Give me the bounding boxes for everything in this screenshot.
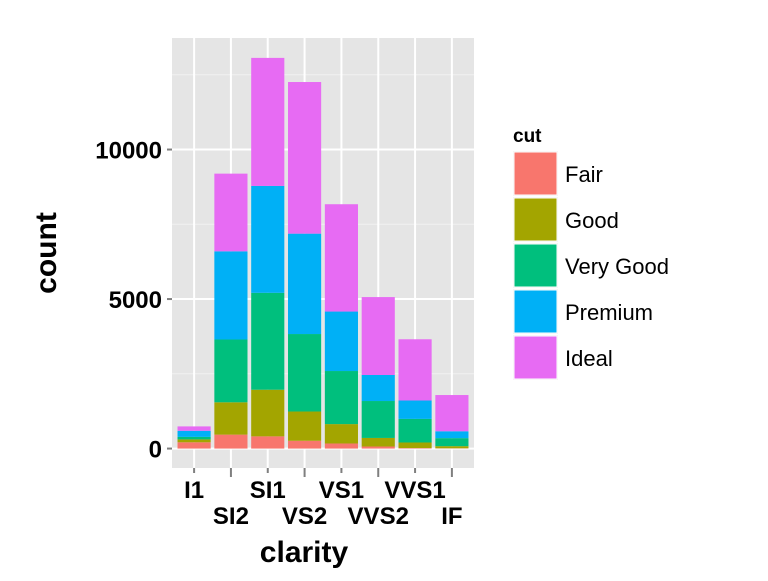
y-tick-label: 5000 xyxy=(109,287,162,314)
bar-VVS1-premium xyxy=(399,400,432,418)
bar-VVS2-premium xyxy=(362,375,395,401)
bar-VS1-fair xyxy=(325,443,358,448)
bar-IF-ideal xyxy=(435,395,468,431)
bar-VS2-ideal xyxy=(288,82,321,234)
bar-VVS2-very-good xyxy=(362,401,395,438)
bar-IF-very-good xyxy=(435,438,468,446)
legend-swatch-fair xyxy=(514,152,557,195)
bar-IF-good xyxy=(435,446,468,448)
x-axis-title: clarity xyxy=(260,536,349,569)
bar-VS2-premium xyxy=(288,234,321,334)
bar-SI2-fair xyxy=(214,435,247,449)
x-tick-label: VS1 xyxy=(319,477,364,504)
legend-swatch-very-good xyxy=(514,244,557,287)
legend-label: Very Good xyxy=(565,254,669,279)
y-tick-label: 10000 xyxy=(95,138,162,165)
legend-title: cut xyxy=(513,126,542,147)
bar-VVS2-good xyxy=(362,438,395,447)
bar-VVS1-fair xyxy=(399,448,432,449)
bar-SI1-fair xyxy=(251,436,284,448)
bar-SI1-ideal xyxy=(251,58,284,186)
bar-SI1-very-good xyxy=(251,293,284,390)
bar-I1-fair xyxy=(178,442,211,448)
bar-VVS1-good xyxy=(399,442,432,448)
bar-I1-good xyxy=(178,439,211,442)
legend-label: Premium xyxy=(565,300,653,325)
y-tick-label: 0 xyxy=(149,437,162,464)
legend-swatch-ideal xyxy=(514,336,557,379)
bar-SI1-good xyxy=(251,390,284,437)
bar-IF-premium xyxy=(435,431,468,438)
x-tick-label: VVS1 xyxy=(384,477,445,504)
x-tick-label: IF xyxy=(441,503,462,530)
bar-I1-premium xyxy=(178,431,211,437)
bar-SI2-ideal xyxy=(214,174,247,252)
legend-swatch-good xyxy=(514,198,557,241)
bar-VS2-fair xyxy=(288,441,321,449)
legend: cut Fair Good Very Good Premium Ideal xyxy=(513,126,669,380)
bar-VVS2-fair xyxy=(362,447,395,449)
y-axis: 0 5000 10000 xyxy=(95,138,172,464)
bar-VS2-very-good xyxy=(288,334,321,411)
bar-VS1-ideal xyxy=(325,204,358,311)
bar-I1-very-good xyxy=(178,437,211,440)
legend-swatch-premium xyxy=(514,290,557,333)
bar-VS1-very-good xyxy=(325,371,358,424)
legend-label: Fair xyxy=(565,162,603,187)
bar-VS1-good xyxy=(325,424,358,443)
x-tick-label: VVS2 xyxy=(348,503,409,530)
y-axis-title: count xyxy=(30,212,63,294)
bar-SI2-good xyxy=(214,402,247,434)
bar-I1-ideal xyxy=(178,426,211,430)
x-tick-label: I1 xyxy=(184,477,204,504)
x-tick-label: SI2 xyxy=(213,503,249,530)
legend-label: Good xyxy=(565,208,619,233)
bar-SI1-premium xyxy=(251,186,284,293)
x-tick-label: VS2 xyxy=(282,503,327,530)
bar-VS2-good xyxy=(288,412,321,441)
bar-VS1-premium xyxy=(325,312,358,371)
legend-label: Ideal xyxy=(565,346,613,371)
bar-VVS1-very-good xyxy=(399,419,432,443)
x-tick-label: SI1 xyxy=(250,477,286,504)
bar-VVS2-ideal xyxy=(362,297,395,375)
bar-SI2-premium xyxy=(214,251,247,339)
bar-VVS1-ideal xyxy=(399,339,432,400)
bar-SI2-very-good xyxy=(214,340,247,403)
